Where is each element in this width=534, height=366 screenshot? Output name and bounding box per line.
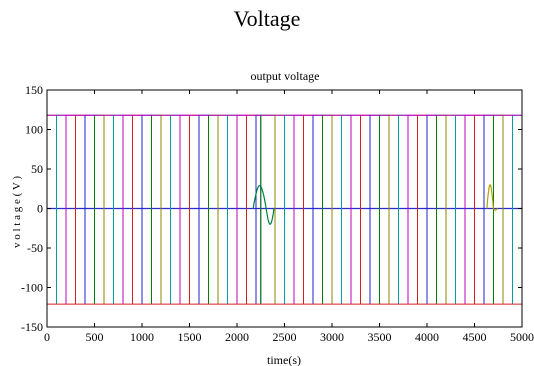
transient-trace-2 (486, 184, 498, 211)
pulse-trace (455, 114, 466, 305)
pulse-trace (388, 114, 399, 305)
pulse-trace (65, 114, 76, 305)
x-tick-label: 0 (44, 330, 50, 344)
pulse-trace (303, 114, 314, 305)
x-tick-label: 1000 (130, 330, 154, 344)
pulse-trace (293, 114, 304, 305)
pulse-trace (360, 114, 371, 305)
y-tick-label: -50 (27, 241, 43, 255)
pulse-trace (132, 114, 143, 305)
x-axis-label: time(s) (267, 353, 301, 366)
pulse-trace (341, 114, 352, 305)
transient-trace-1 (252, 184, 275, 225)
y-tick-label: 50 (31, 162, 43, 176)
pulse-trace (464, 114, 475, 305)
pulse-trace (56, 114, 67, 305)
pulse-trace (331, 114, 342, 305)
pulse-trace (445, 114, 456, 305)
y-tick-label: 100 (25, 123, 43, 137)
y-tick-label: 0 (37, 202, 43, 216)
x-tick-label: 5000 (510, 330, 534, 344)
pulse-trace (113, 114, 124, 305)
pulse-trace (312, 114, 323, 305)
voltage-traces (46, 114, 523, 305)
pulse-trace (379, 114, 390, 305)
pulse-trace (227, 114, 238, 305)
pulse-trace (512, 114, 523, 305)
x-tick-label: 4500 (463, 330, 487, 344)
x-tick-label: 500 (86, 330, 104, 344)
pulse-trace (236, 114, 247, 305)
pulse-trace (179, 114, 190, 305)
y-tick-label: -150 (21, 320, 43, 334)
pulse-trace (151, 114, 162, 305)
pulse-trace (84, 114, 95, 305)
pulse-trace (274, 114, 285, 305)
pulse-trace (75, 114, 86, 305)
pulse-trace (217, 114, 228, 305)
pulse-trace (208, 114, 219, 305)
pulse-trace (426, 114, 437, 305)
pulse-trace (122, 114, 133, 305)
pulse-trace (94, 114, 105, 305)
axes: 0 500 1000 1500 2000 2500 3000 3500 4000 4500 5000… (21, 83, 534, 344)
x-tick-label: 2000 (225, 330, 249, 344)
pulse-trace (189, 114, 200, 305)
y-tick-label: -100 (21, 281, 43, 295)
pulse-trace (198, 114, 209, 305)
pulse-trace (255, 114, 262, 305)
pulse-trace (170, 114, 181, 305)
pulse-trace (160, 114, 171, 305)
pulse-trace (284, 114, 295, 305)
pulse-trace (436, 114, 447, 305)
pulse-trace (407, 114, 418, 305)
y-tick-label: 150 (25, 83, 43, 97)
pulse-trace (502, 114, 513, 305)
pulse-trace (417, 114, 428, 305)
chart-title: output voltage (251, 69, 320, 83)
pulse-trace (46, 114, 57, 305)
pulse-trace (483, 114, 494, 305)
x-tick-label: 2500 (273, 330, 297, 344)
y-axis-label: v o l t a g e ( V ) (11, 176, 23, 248)
pulse-trace (260, 114, 276, 305)
pulse-trace (322, 114, 333, 305)
pulse-trace (474, 114, 485, 305)
chart-caption: Voltage (233, 6, 301, 31)
pulse-trace (103, 114, 114, 305)
x-tick-label: 1500 (178, 330, 202, 344)
pulse-trace (246, 114, 257, 305)
pulse-trace (350, 114, 361, 305)
x-tick-label: 3000 (320, 330, 344, 344)
x-tick-label: 4000 (415, 330, 439, 344)
pulse-trace (141, 114, 152, 305)
pulse-trace (398, 114, 409, 305)
pulse-trace (369, 114, 380, 305)
x-tick-label: 3500 (368, 330, 392, 344)
